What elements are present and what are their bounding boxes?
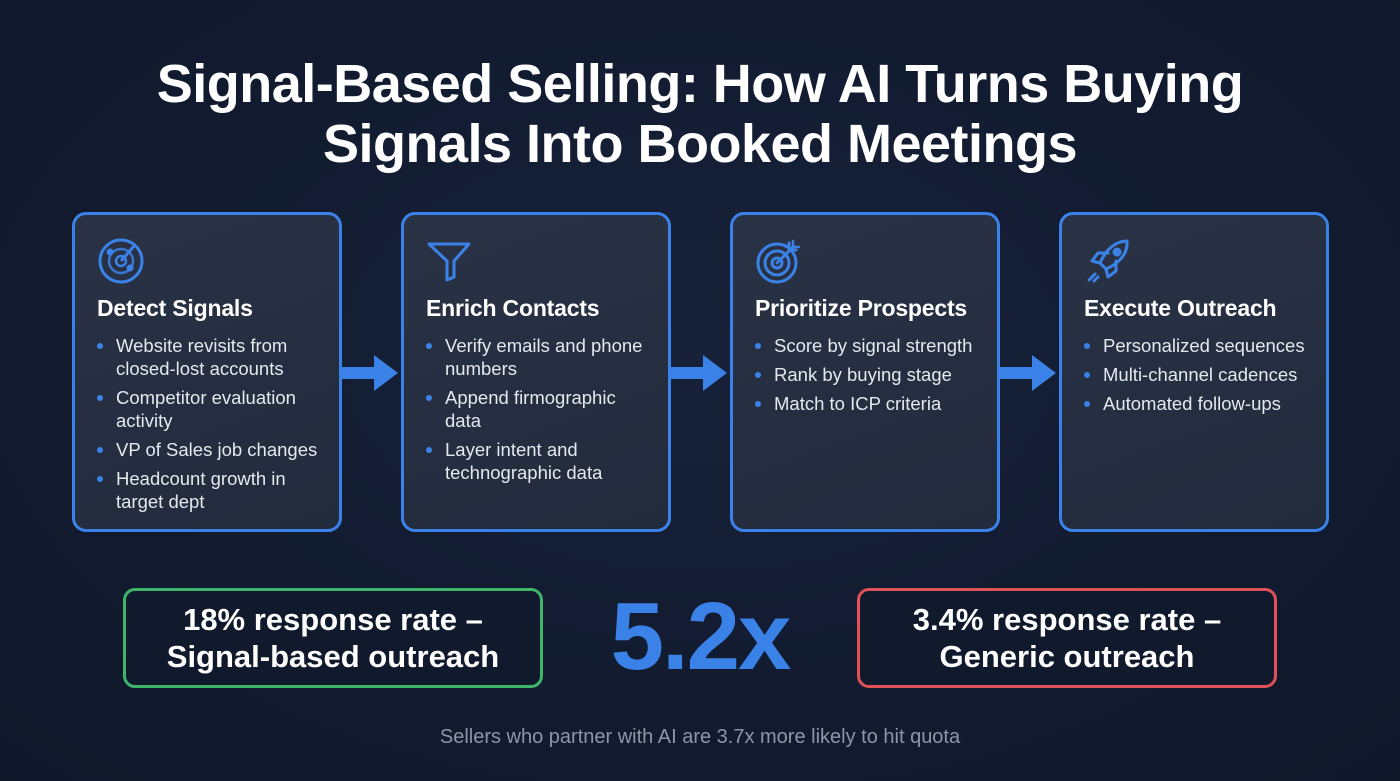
bullet-dot (426, 343, 432, 349)
step-card-detect-signals: Detect Signals Website revisits from clo… (72, 212, 342, 532)
radar-icon (97, 237, 145, 285)
step-title: Enrich Contacts (426, 295, 600, 321)
step-bullet-list: Website revisits from closed-lost accoun… (97, 334, 327, 519)
step-title: Execute Outreach (1084, 295, 1277, 321)
list-item: Headcount growth in target dept (97, 467, 327, 513)
bullet-dot (97, 395, 103, 401)
arrow-right-icon (340, 355, 400, 391)
bullet-dot (1084, 401, 1090, 407)
target-icon (755, 237, 803, 285)
step-bullet-list: Verify emails and phone numbers Append f… (426, 334, 656, 490)
list-item: Verify emails and phone numbers (426, 334, 656, 380)
bullet-dot (755, 372, 761, 378)
step-card-prioritize-prospects: Prioritize Prospects Score by signal str… (730, 212, 1000, 532)
list-item: Multi-channel cadences (1084, 363, 1314, 386)
bullet-dot (1084, 343, 1090, 349)
bullet-dot (426, 395, 432, 401)
signal-based-label: Signal-based outreach (166, 639, 500, 674)
list-item: Personalized sequences (1084, 334, 1314, 357)
funnel-icon (426, 237, 474, 285)
arrow-right-icon (669, 355, 729, 391)
step-bullet-list: Personalized sequences Multi-channel cad… (1084, 334, 1314, 421)
bullet-dot (426, 447, 432, 453)
bullet-dot (97, 343, 103, 349)
footnote: Sellers who partner with AI are 3.7x mor… (439, 726, 961, 748)
list-item: Rank by buying stage (755, 363, 985, 386)
generic-stat-box: 3.4% response rate – Generic outreach (857, 588, 1277, 688)
title-line-1: Signal-Based Selling: How AI Turns Buyin… (156, 54, 1244, 114)
page-title: Signal-Based Selling: How AI Turns Buyin… (0, 54, 1400, 174)
list-item: Match to ICP criteria (755, 392, 985, 415)
bullet-dot (1084, 372, 1090, 378)
step-bullet-list: Score by signal strength Rank by buying … (755, 334, 985, 421)
step-title: Detect Signals (97, 295, 253, 321)
title-line-2: Signals Into Booked Meetings (322, 114, 1078, 174)
list-item: Layer intent and technographic data (426, 438, 656, 484)
list-item: Append firmographic data (426, 386, 656, 432)
generic-rate: 3.4% response rate – (912, 602, 1222, 637)
step-title: Prioritize Prospects (755, 295, 968, 321)
list-item: VP of Sales job changes (97, 438, 327, 461)
signal-based-rate: 18% response rate – (183, 602, 483, 637)
list-item: Score by signal strength (755, 334, 985, 357)
bullet-dot (97, 476, 103, 482)
list-item: Website revisits from closed-lost accoun… (97, 334, 327, 380)
generic-label: Generic outreach (939, 639, 1195, 674)
bullet-dot (755, 401, 761, 407)
step-card-enrich-contacts: Enrich Contacts Verify emails and phone … (401, 212, 671, 532)
bullet-dot (97, 447, 103, 453)
arrow-right-icon (998, 355, 1058, 391)
list-item: Competitor evaluation activity (97, 386, 327, 432)
bullet-dot (755, 343, 761, 349)
list-item: Automated follow-ups (1084, 392, 1314, 415)
multiplier-value: 5.2x (610, 583, 792, 690)
step-card-execute-outreach: Execute Outreach Personalized sequences … (1059, 212, 1329, 532)
signal-based-stat-box: 18% response rate – Signal-based outreac… (123, 588, 543, 688)
rocket-icon (1084, 237, 1132, 285)
